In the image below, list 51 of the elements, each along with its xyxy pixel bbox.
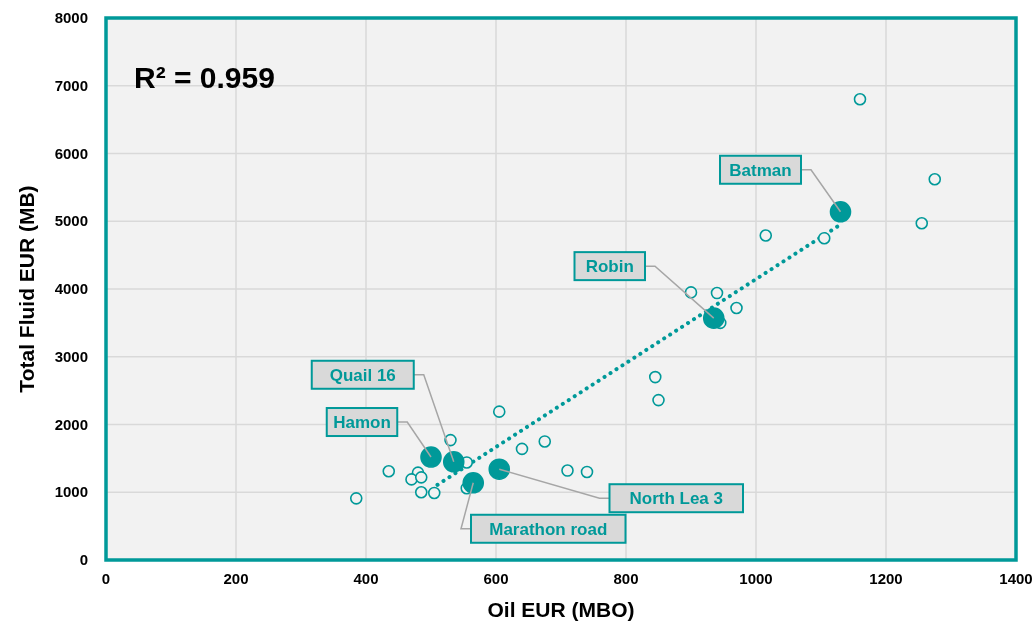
x-tick-label: 600 [483,570,509,587]
point [829,200,852,223]
point [420,446,442,468]
point [442,450,465,473]
x-tick-label: 1000 [739,570,773,587]
point [928,172,942,186]
x-tick-label: 400 [353,570,379,587]
annotation: North Lea 3 [629,489,724,509]
point [349,492,363,505]
point [710,286,724,300]
annotation: Robin [585,257,634,277]
point [817,231,831,245]
annotation: R² = 0.959 [134,61,275,94]
y-tick-label: 4000 [54,280,88,297]
y-tick-label: 8000 [54,9,88,26]
x-tick-label: 1200 [869,570,903,587]
point [538,435,552,448]
point [759,229,773,242]
point [427,486,441,500]
point [702,307,725,329]
point [580,465,594,479]
x-tick-label: 0 [101,570,111,587]
point [515,442,529,456]
point [462,471,485,494]
annotation: Quail 16 [329,365,396,385]
annotation: Batman [729,160,792,180]
point [561,464,574,477]
y-tick-label: 5000 [54,212,88,230]
point [414,471,428,484]
y-tick-label: 2000 [54,415,88,433]
point [915,216,929,230]
y-tick-label: 1000 [54,483,88,501]
y-tick-label: 3000 [54,347,88,365]
y-tick-label: 6000 [54,144,88,162]
point [853,93,867,106]
annotation: Hamon [333,413,391,433]
point [382,464,396,478]
x-tick-label: 800 [613,570,639,587]
y-tick-label: 7000 [54,76,88,94]
annotation: Marathon road [489,519,608,539]
point [492,405,506,418]
point [652,393,665,407]
x-tick-label: 200 [223,570,249,587]
point [730,301,743,315]
y-tick-label: 0 [79,551,88,568]
x-tick-label: 1400 [999,570,1033,587]
y-axis-title: Total Fluid EUR (MB) [15,185,38,393]
x-axis-title: Oil EUR (MBO) [487,598,635,621]
point [648,370,662,384]
point [414,485,428,499]
point [488,458,511,481]
